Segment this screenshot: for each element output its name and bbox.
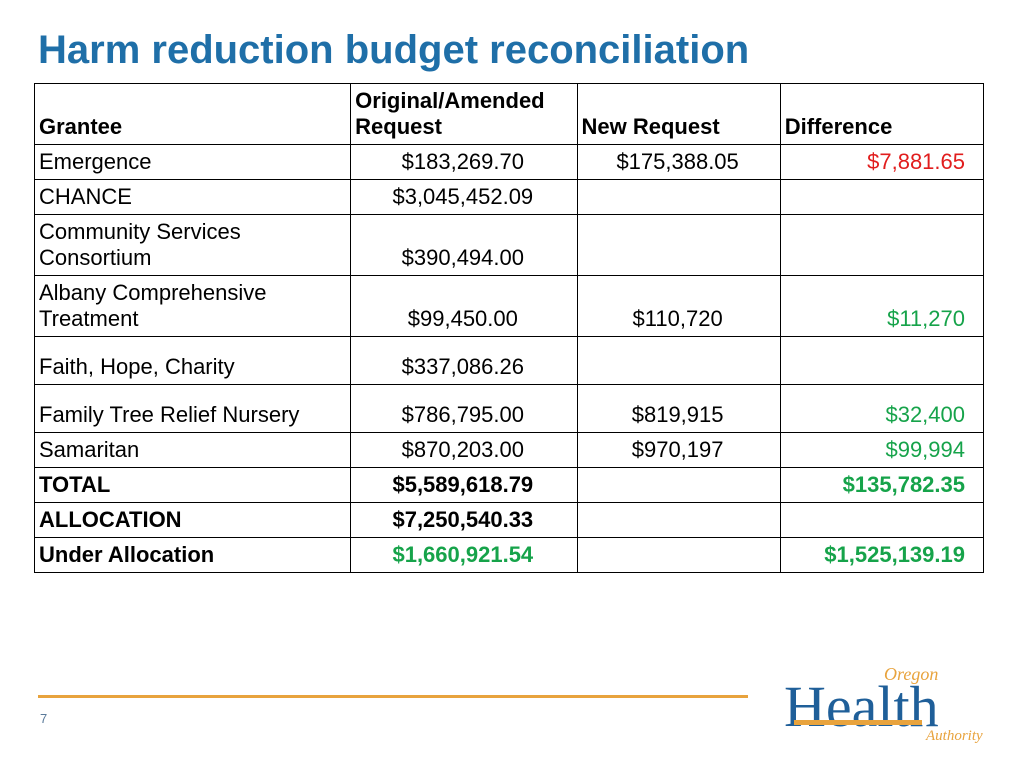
- cell-grantee: Samaritan: [35, 433, 351, 468]
- cell-original: $5,589,618.79: [351, 468, 577, 503]
- budget-table: Grantee Original/Amended Request New Req…: [34, 83, 984, 573]
- cell-difference: $99,994: [780, 433, 983, 468]
- logo-sub-text: Authority: [925, 728, 983, 744]
- col-grantee: Grantee: [35, 84, 351, 145]
- cell-original: $390,494.00: [351, 215, 577, 276]
- table-row: Community Services Consortium$390,494.00: [35, 215, 984, 276]
- cell-new: $175,388.05: [577, 145, 780, 180]
- cell-difference: $32,400: [780, 385, 983, 433]
- cell-new: $970,197: [577, 433, 780, 468]
- table-row: Family Tree Relief Nursery$786,795.00$81…: [35, 385, 984, 433]
- table-row: Faith, Hope, Charity$337,086.26: [35, 337, 984, 385]
- cell-difference: $11,270: [780, 276, 983, 337]
- table-row: Albany Comprehensive Treatment$99,450.00…: [35, 276, 984, 337]
- logo-main-text: Health: [784, 674, 939, 739]
- cell-grantee: Emergence: [35, 145, 351, 180]
- cell-difference: [780, 503, 983, 538]
- cell-new: $110,720: [577, 276, 780, 337]
- cell-new: [577, 503, 780, 538]
- cell-new: [577, 468, 780, 503]
- cell-grantee: CHANCE: [35, 180, 351, 215]
- cell-new: $819,915: [577, 385, 780, 433]
- cell-difference: [780, 180, 983, 215]
- cell-difference: [780, 337, 983, 385]
- cell-new: [577, 538, 780, 573]
- cell-difference: [780, 215, 983, 276]
- cell-new: [577, 215, 780, 276]
- col-difference: Difference: [780, 84, 983, 145]
- table-row: Emergence$183,269.70$175,388.05$7,881.65: [35, 145, 984, 180]
- slide: { "title": "Harm reduction budget reconc…: [0, 0, 1024, 768]
- table-row-allocation: ALLOCATION$7,250,540.33: [35, 503, 984, 538]
- cell-original: $99,450.00: [351, 276, 577, 337]
- cell-original: $870,203.00: [351, 433, 577, 468]
- cell-new: [577, 337, 780, 385]
- page-title: Harm reduction budget reconciliation: [0, 0, 1024, 83]
- cell-difference: $1,525,139.19: [780, 538, 983, 573]
- col-new: New Request: [577, 84, 780, 145]
- cell-grantee: Community Services Consortium: [35, 215, 351, 276]
- table-row-under-allocation: Under Allocation$1,660,921.54 $1,525,139.…: [35, 538, 984, 573]
- cell-original: $7,250,540.33: [351, 503, 577, 538]
- cell-grantee: Family Tree Relief Nursery: [35, 385, 351, 433]
- table-header-row: Grantee Original/Amended Request New Req…: [35, 84, 984, 145]
- cell-new: [577, 180, 780, 215]
- table-row-total: TOTAL$5,589,618.79 $135,782.35: [35, 468, 984, 503]
- cell-original: $183,269.70: [351, 145, 577, 180]
- table-row: Samaritan$870,203.00$970,197$99,994: [35, 433, 984, 468]
- cell-difference: $7,881.65: [780, 145, 983, 180]
- cell-original: $337,086.26: [351, 337, 577, 385]
- table-row: CHANCE$3,045,452.09: [35, 180, 984, 215]
- page-number: 7: [40, 711, 47, 726]
- cell-grantee: Albany Comprehensive Treatment: [35, 276, 351, 337]
- cell-label: Under Allocation: [35, 538, 351, 573]
- oregon-health-authority-logo: Oregon Health Authority: [784, 658, 1004, 748]
- cell-label: TOTAL: [35, 468, 351, 503]
- cell-original: $786,795.00: [351, 385, 577, 433]
- cell-label: ALLOCATION: [35, 503, 351, 538]
- cell-original: $3,045,452.09: [351, 180, 577, 215]
- cell-original: $1,660,921.54: [351, 538, 577, 573]
- footer-accent-line: [38, 695, 748, 698]
- cell-grantee: Faith, Hope, Charity: [35, 337, 351, 385]
- col-original: Original/Amended Request: [351, 84, 577, 145]
- cell-difference: $135,782.35: [780, 468, 983, 503]
